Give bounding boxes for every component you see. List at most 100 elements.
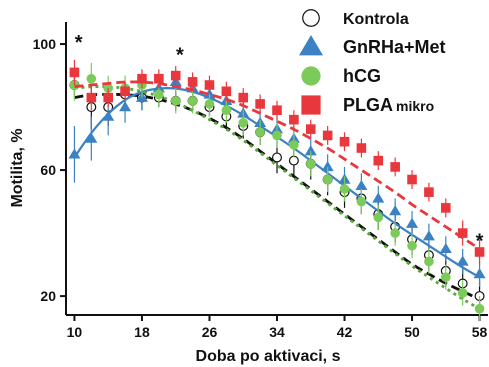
x-tick-label: 50 [404, 324, 420, 340]
data-point [373, 212, 384, 223]
series-plga [69, 59, 485, 265]
data-point [255, 99, 265, 109]
data-point [120, 86, 130, 97]
data-point [154, 73, 164, 84]
legend-label: GnRHa+Met [343, 37, 446, 57]
legend-item-gnrha-met: GnRHa+Met [299, 35, 446, 57]
data-point [289, 140, 299, 150]
significance-asterisk: * [75, 32, 83, 54]
x-axis-title: Doba po aktivaci, s [196, 348, 341, 365]
x-tick-label: 26 [202, 324, 218, 340]
legend-label-main: GnRHa+Met [343, 37, 446, 57]
significance-asterisk: * [476, 230, 484, 252]
data-point [272, 130, 282, 141]
data-point [305, 124, 316, 134]
y-tick-label: 20 [40, 288, 56, 304]
data-point [187, 77, 198, 87]
data-point [441, 203, 451, 213]
x-ticks: 10 18 26 34 42 50 58 [67, 315, 488, 340]
fit-line [74, 85, 481, 310]
legend-label-sub: mikro [396, 98, 434, 114]
fit-line [74, 80, 481, 251]
data-point [474, 247, 485, 257]
data-point [321, 160, 334, 172]
data-point [86, 92, 97, 103]
y-ticks: 20 60 100 [33, 36, 66, 304]
x-tick-label: 18 [134, 324, 150, 340]
legend-label-main: Kontrola [343, 11, 409, 28]
significance-asterisk: * [176, 45, 184, 67]
data-point [238, 92, 249, 103]
y-axis-title: Motilita, % [9, 128, 26, 207]
legend-marker [299, 35, 323, 56]
data-point [288, 155, 299, 166]
data-point [170, 95, 181, 106]
x-tick-label: 34 [269, 324, 285, 340]
data-point [221, 105, 232, 116]
series-layer [68, 59, 486, 322]
legend-marker [301, 95, 321, 115]
data-point [322, 130, 333, 141]
data-point [170, 70, 181, 81]
data-point [339, 184, 350, 194]
data-point [390, 162, 400, 172]
data-point [373, 155, 384, 166]
legend-item-plga: PLGA mikro [301, 95, 434, 115]
data-point [441, 272, 451, 282]
x-tick-label: 42 [337, 324, 353, 340]
data-point [322, 174, 333, 185]
data-point [355, 179, 368, 191]
data-point [69, 67, 80, 78]
legend-label-main: hCG [343, 66, 381, 86]
data-point [103, 83, 113, 93]
series-hcg [69, 62, 485, 322]
legend-item-kontrola: Kontrola [302, 9, 409, 28]
legend-label: hCG [343, 66, 381, 86]
data-point [272, 105, 282, 116]
legend-label-main: PLGA [343, 95, 393, 115]
data-point [304, 145, 317, 156]
data-point [289, 114, 299, 125]
data-point [272, 152, 283, 163]
data-point [255, 127, 265, 138]
data-point [68, 148, 81, 159]
data-point [103, 92, 113, 103]
data-point [356, 196, 367, 207]
data-point [372, 192, 385, 203]
data-point [221, 86, 232, 97]
legend-label: PLGA mikro [343, 95, 434, 115]
legend-label: Kontrola [343, 11, 409, 28]
data-point [305, 158, 316, 169]
axes: 10 18 26 34 42 50 58 20 60 100 Doba po aktivaci,… [9, 22, 488, 365]
data-point [204, 80, 215, 90]
data-point [339, 136, 350, 147]
data-point [389, 205, 402, 216]
data-point [119, 101, 132, 112]
data-point [474, 303, 485, 314]
y-tick-label: 60 [40, 162, 56, 178]
data-point [439, 242, 452, 254]
data-point [137, 73, 147, 84]
data-point [85, 132, 98, 143]
data-point [86, 73, 97, 84]
x-tick-label: 10 [67, 324, 83, 340]
data-point [424, 187, 434, 197]
data-point [456, 255, 469, 266]
data-point [187, 95, 198, 106]
data-point [473, 268, 486, 279]
data-point [154, 89, 164, 100]
data-point [407, 240, 417, 251]
data-point [356, 143, 367, 153]
legend-marker [301, 66, 321, 86]
x-tick-label: 58 [472, 324, 488, 340]
legend: Kontrola GnRHa+Met hCG PLGA mikro [299, 9, 446, 115]
y-tick-label: 100 [33, 36, 57, 52]
data-point [422, 230, 435, 241]
data-point [238, 118, 249, 128]
data-point [457, 288, 468, 298]
data-point [406, 217, 419, 228]
data-point [457, 228, 468, 238]
legend-marker [302, 9, 320, 27]
data-point [424, 256, 434, 267]
